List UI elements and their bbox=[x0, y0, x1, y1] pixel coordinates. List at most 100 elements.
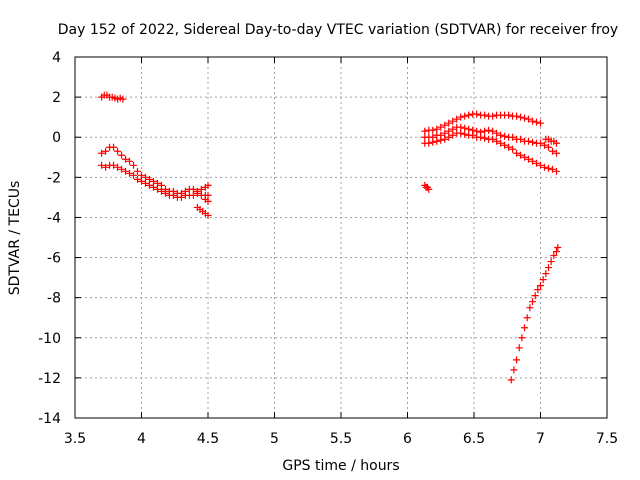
data-point bbox=[204, 181, 212, 189]
series-arc-c bbox=[98, 161, 212, 201]
series-arc-a bbox=[98, 91, 127, 103]
series-arc-b bbox=[98, 143, 212, 197]
data-point bbox=[169, 191, 177, 199]
data-point bbox=[157, 181, 165, 189]
data-point bbox=[552, 139, 560, 147]
data-point bbox=[453, 115, 461, 123]
data-point bbox=[441, 121, 449, 129]
data-point bbox=[489, 135, 497, 143]
data-point bbox=[461, 124, 469, 132]
data-point bbox=[509, 145, 517, 153]
data-point bbox=[507, 376, 515, 384]
y-tick-label: -6 bbox=[47, 251, 61, 267]
data-point bbox=[149, 183, 157, 191]
data-point bbox=[544, 164, 552, 172]
data-point bbox=[119, 95, 127, 103]
y-tick-label: -8 bbox=[47, 291, 61, 307]
data-point bbox=[518, 334, 526, 342]
data-point bbox=[501, 132, 509, 140]
x-tick-label: 7 bbox=[536, 431, 545, 447]
data-point bbox=[138, 177, 145, 185]
data-point bbox=[510, 366, 518, 374]
data-point bbox=[537, 282, 544, 290]
data-point bbox=[493, 129, 501, 137]
x-tick-label: 6.5 bbox=[463, 431, 485, 447]
data-point bbox=[550, 252, 558, 260]
plot-frame bbox=[74, 56, 608, 419]
data-point bbox=[501, 141, 509, 149]
series-arc-d bbox=[193, 203, 212, 219]
data-point bbox=[441, 129, 449, 137]
data-point bbox=[141, 173, 149, 181]
data-point bbox=[533, 159, 541, 167]
data-point bbox=[114, 147, 122, 155]
series-arc-i bbox=[421, 129, 560, 175]
data-point bbox=[481, 134, 489, 142]
data-point bbox=[513, 149, 521, 157]
data-point bbox=[204, 211, 212, 219]
x-tick-label: 4.5 bbox=[197, 431, 219, 447]
data-point bbox=[489, 112, 497, 120]
data-point bbox=[493, 137, 501, 145]
data-point bbox=[457, 129, 465, 137]
data-point bbox=[521, 153, 529, 161]
x-tick-label: 5.5 bbox=[330, 431, 352, 447]
data-point bbox=[118, 151, 126, 159]
y-tick-label: 0 bbox=[52, 130, 61, 146]
x-tick-label: 3.5 bbox=[64, 431, 86, 447]
series-arc-g bbox=[421, 110, 544, 135]
data-point bbox=[547, 258, 555, 266]
data-point bbox=[449, 131, 457, 139]
series-arc-e bbox=[201, 195, 212, 205]
data-point bbox=[189, 185, 197, 193]
series-arc-k bbox=[507, 244, 562, 384]
data-point bbox=[485, 126, 493, 134]
data-point bbox=[533, 118, 541, 126]
data-point bbox=[445, 127, 453, 135]
data-point bbox=[525, 155, 533, 163]
data-point bbox=[461, 112, 469, 120]
data-point bbox=[554, 244, 562, 252]
data-point bbox=[544, 143, 552, 151]
data-point bbox=[441, 135, 449, 143]
data-point bbox=[481, 127, 489, 135]
y-tick-label: -14 bbox=[38, 411, 61, 427]
data-point bbox=[489, 127, 497, 135]
data-point bbox=[539, 276, 547, 284]
data-point bbox=[102, 147, 110, 155]
data-points bbox=[98, 91, 562, 384]
data-point bbox=[161, 189, 169, 197]
chart-title: Day 152 of 2022, Sidereal Day-to-day VTE… bbox=[58, 22, 618, 38]
data-point bbox=[197, 185, 205, 193]
data-point bbox=[469, 131, 477, 139]
y-tick-label: 4 bbox=[52, 50, 61, 66]
data-point bbox=[126, 169, 134, 177]
data-point bbox=[98, 161, 106, 169]
data-point bbox=[505, 111, 513, 119]
data-point bbox=[544, 264, 552, 272]
data-point bbox=[437, 136, 445, 144]
data-point bbox=[145, 175, 153, 183]
data-point bbox=[537, 139, 544, 147]
x-axis-label: GPS time / hours bbox=[282, 458, 399, 474]
data-point bbox=[193, 189, 201, 197]
data-point bbox=[445, 119, 453, 127]
data-point bbox=[421, 127, 429, 135]
data-point bbox=[523, 314, 531, 322]
data-point bbox=[141, 179, 149, 187]
data-point bbox=[102, 163, 110, 171]
data-point bbox=[526, 304, 534, 312]
data-point bbox=[534, 286, 542, 294]
data-point bbox=[513, 112, 521, 120]
data-point bbox=[517, 113, 525, 121]
data-point bbox=[433, 125, 441, 133]
data-point bbox=[505, 143, 513, 151]
data-point bbox=[118, 165, 126, 173]
data-point bbox=[552, 167, 560, 175]
data-point bbox=[449, 117, 457, 125]
y-tick-label: -10 bbox=[38, 331, 61, 347]
data-point bbox=[457, 123, 465, 131]
data-point bbox=[521, 114, 529, 122]
data-point bbox=[429, 126, 437, 134]
